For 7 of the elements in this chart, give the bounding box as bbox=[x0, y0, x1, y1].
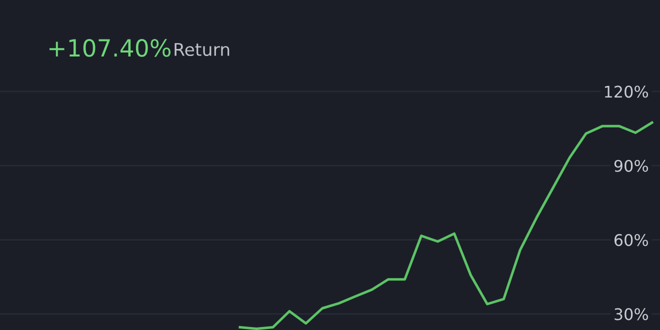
text: +107.40% bbox=[50, 38, 171, 57]
y-tick-label: 120% bbox=[604, 86, 648, 98]
text: Return bbox=[174, 43, 230, 56]
y-tick-label: 30% bbox=[614, 308, 648, 320]
line-series bbox=[238, 121, 654, 330]
y-tick-label: 60% bbox=[614, 234, 648, 246]
y-tick-label: 90% bbox=[614, 160, 648, 172]
